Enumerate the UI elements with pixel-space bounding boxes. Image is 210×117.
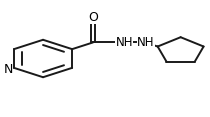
Text: O: O [88,11,98,24]
Text: NH: NH [116,36,133,49]
Text: NH: NH [137,36,154,49]
Text: N: N [4,62,13,76]
